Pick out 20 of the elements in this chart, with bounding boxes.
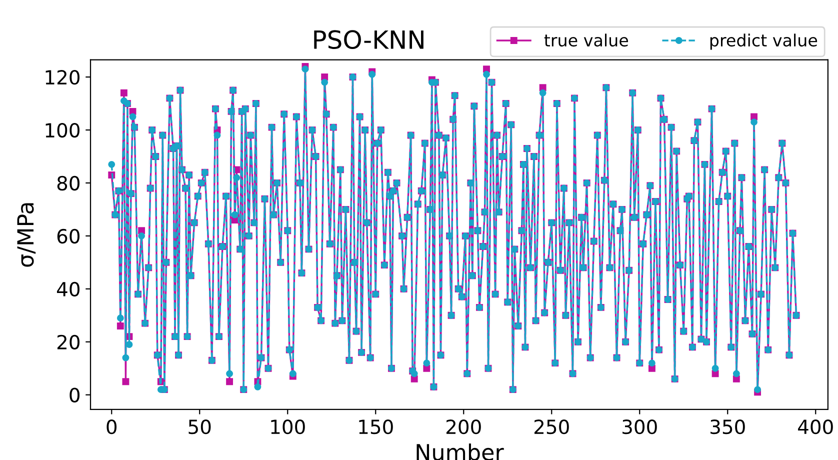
y-tick-label: 60 [57, 228, 80, 244]
x-tick-label: 100 [271, 419, 305, 434]
y-tick-label: 80 [57, 176, 80, 191]
y-tick-label: 20 [57, 334, 80, 350]
y-axis-title: σ/MPa [17, 203, 36, 267]
x-tick-label: 350 [710, 419, 745, 434]
chart-title: PSO-KNN [314, 30, 424, 50]
y-tick-label: 40 [56, 282, 80, 297]
x-tick-label: 0 [106, 419, 117, 434]
x-tick-label: 150 [359, 419, 393, 434]
y-tick-label: 100 [46, 122, 80, 138]
x-tick-label: 400 [798, 419, 833, 434]
x-tick-label: 300 [622, 419, 657, 434]
legend-label: true value [544, 34, 628, 47]
x-tick-label: 250 [534, 419, 569, 434]
y-tick-label: 0 [70, 388, 80, 402]
y-tick-label: 120 [46, 70, 80, 85]
legend-label: predict value [710, 34, 818, 50]
x-tick-label: 200 [446, 419, 481, 434]
x-tick-label: 50 [188, 419, 211, 434]
